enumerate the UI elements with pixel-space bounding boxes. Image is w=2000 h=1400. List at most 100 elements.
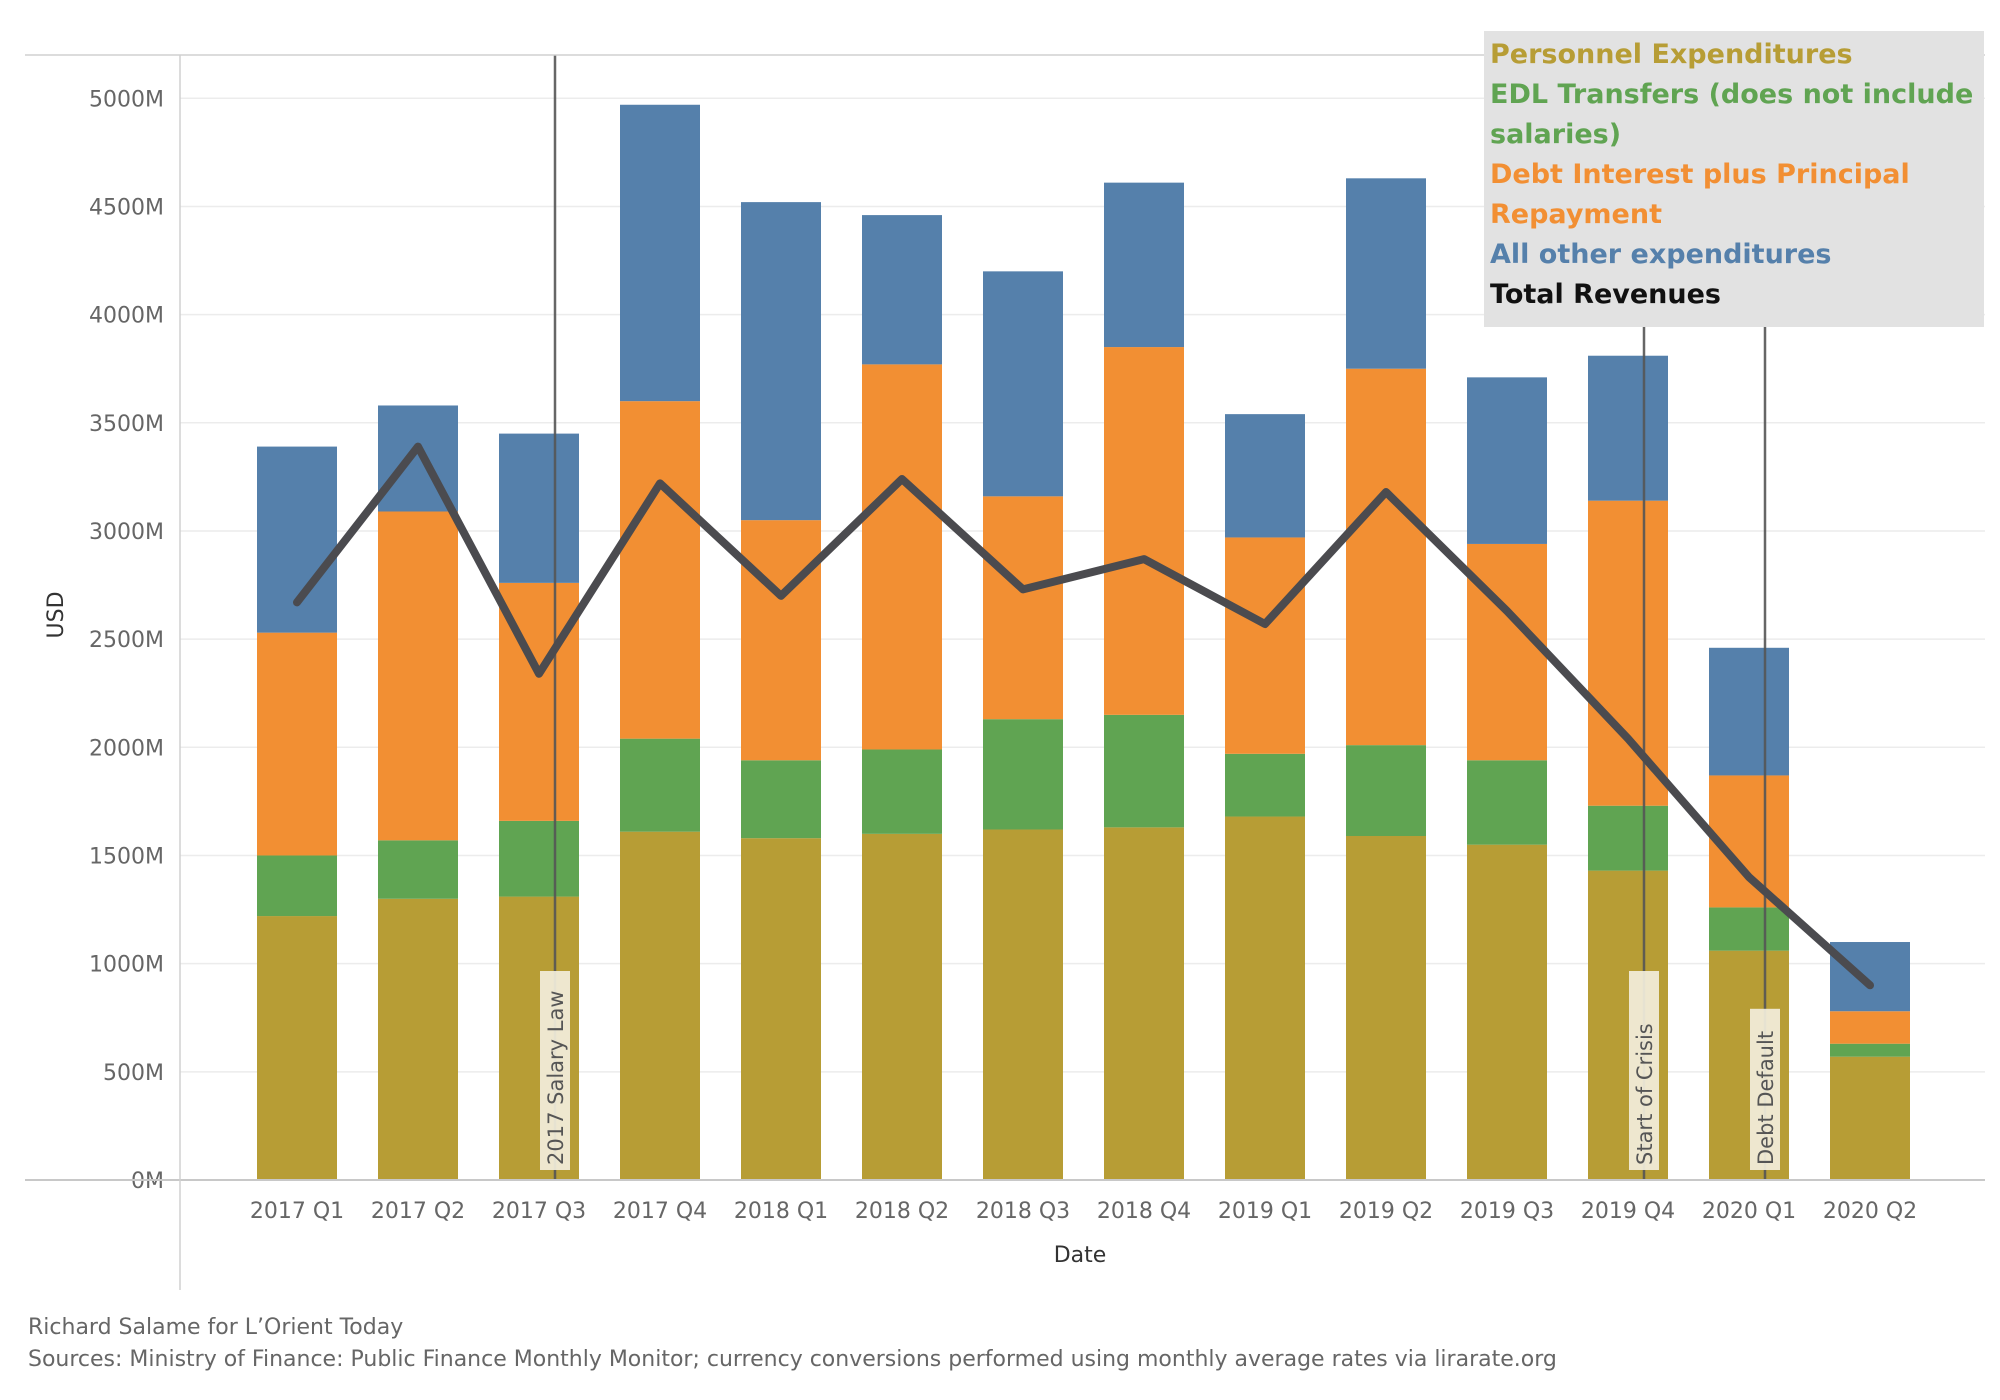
annotation-label-bg	[540, 971, 570, 1170]
bar-segment-2	[983, 719, 1063, 830]
bar-segment-4	[1709, 647, 1789, 776]
x-tick-label: 2018 Q1	[734, 1199, 828, 1224]
revenue-point	[659, 482, 661, 485]
bar-segment-4	[1830, 942, 1910, 1012]
x-tick-label: 2018 Q2	[855, 1199, 949, 1224]
total-revenues-line	[293, 442, 1874, 990]
revenue-point	[1143, 558, 1145, 561]
x-tick-label: 2018 Q3	[976, 1199, 1070, 1224]
annotation-label: Debt Default	[1754, 1031, 1778, 1165]
bar-segment-1	[620, 831, 700, 1180]
bars	[257, 104, 1910, 1180]
revenue-point	[780, 594, 782, 597]
bar-segment-4	[499, 433, 579, 583]
bar-segment-3	[1467, 543, 1547, 761]
x-tick-label: 2017 Q2	[371, 1199, 465, 1224]
bar-segment-3	[983, 496, 1063, 720]
bar-segment-4	[620, 104, 700, 402]
bar-segment-1	[1346, 836, 1426, 1180]
y-tick-label: 3500M	[89, 412, 164, 437]
revenue-point	[1385, 491, 1387, 494]
y-tick-label: 1500M	[89, 844, 164, 869]
bar-segment-1	[1104, 827, 1184, 1180]
revenue-point	[296, 601, 298, 604]
bar-segment-3	[1588, 500, 1668, 806]
x-axis-title: Date	[1054, 1243, 1107, 1268]
bar-segment-4	[741, 202, 821, 521]
legend: Personnel Expenditures EDL Transfers (doe…	[1484, 31, 1984, 327]
x-tick-label: 2017 Q1	[250, 1199, 344, 1224]
bar-segment-2	[1467, 760, 1547, 845]
legend-item: Total Revenues	[1490, 279, 1722, 310]
bar-segment-2	[499, 820, 579, 897]
legend-item: Debt Interest plus Principal Repayment	[1490, 159, 1910, 230]
bar-segment-4	[1588, 355, 1668, 501]
bar-segment-4	[1104, 182, 1184, 348]
legend-item: Personnel Expenditures	[1490, 39, 1853, 70]
sources-text: Sources: Ministry of Finance: Public Fin…	[28, 1347, 1557, 1372]
bar-segment-1	[1225, 816, 1305, 1180]
legend-item: EDL Transfers (does not include salaries…	[1490, 79, 1974, 150]
revenue-point	[1022, 588, 1024, 591]
revenue-point	[1869, 984, 1871, 987]
bar-segment-1	[862, 833, 942, 1180]
bar-segment-1	[983, 829, 1063, 1180]
y-axis-title: USD	[44, 591, 69, 638]
x-tick-label: 2020 Q1	[1702, 1199, 1796, 1224]
bar-segment-2	[1588, 805, 1668, 871]
bar-segment-3	[257, 632, 337, 856]
annotation-label-bg	[1629, 971, 1659, 1170]
bar-segment-2	[1830, 1043, 1910, 1057]
bar-segment-2	[741, 760, 821, 839]
x-tick-label: 2017 Q4	[613, 1199, 707, 1224]
footer: Richard Salame for L’Orient Today Source…	[28, 1312, 1557, 1376]
revenue-point	[1506, 610, 1508, 613]
bar-segment-3	[862, 364, 942, 750]
x-tick-label: 2020 Q2	[1823, 1199, 1917, 1224]
bar-segment-4	[1467, 377, 1547, 544]
revenue-point	[1748, 876, 1750, 879]
bar-segment-2	[257, 855, 337, 917]
y-tick-label: 500M	[103, 1061, 164, 1086]
bar-segment-3	[1225, 537, 1305, 754]
revenue-point	[1627, 737, 1629, 740]
bar-segment-1	[741, 838, 821, 1180]
bar-segment-3	[1104, 347, 1184, 715]
y-tick-label: 2500M	[89, 628, 164, 653]
bar-segment-2	[620, 738, 700, 832]
bar-segment-4	[1346, 178, 1426, 369]
credit-text: Richard Salame for L’Orient Today	[28, 1315, 404, 1340]
bar-segment-3	[378, 511, 458, 841]
bar-segment-3	[1346, 368, 1426, 746]
y-tick-label: 3000M	[89, 520, 164, 545]
bar-segment-4	[862, 215, 942, 365]
y-tick-label: 4000M	[89, 304, 164, 329]
bar-segment-2	[862, 749, 942, 834]
annotation-label: 2017 Salary Law	[544, 990, 568, 1165]
revenue-line-layer	[293, 442, 1874, 990]
bar-segment-1	[378, 898, 458, 1180]
bar-segment-3	[620, 401, 700, 739]
bar-segment-1	[1830, 1056, 1910, 1180]
bar-segment-3	[741, 520, 821, 761]
revenue-point	[538, 672, 540, 675]
y-tick-label: 4500M	[89, 195, 164, 220]
bar-segment-1	[257, 916, 337, 1180]
y-tick-label: 2000M	[89, 736, 164, 761]
x-tick-label: 2019 Q1	[1218, 1199, 1312, 1224]
y-tick-label: 0M	[131, 1169, 164, 1194]
bar-segment-2	[1346, 745, 1426, 837]
bar-segment-4	[1225, 414, 1305, 538]
x-tick-label: 2019 Q4	[1581, 1199, 1675, 1224]
bar-segment-3	[1830, 1011, 1910, 1044]
x-tick-label: 2018 Q4	[1097, 1199, 1191, 1224]
revenue-point	[417, 445, 419, 448]
x-tick-label: 2017 Q3	[492, 1199, 586, 1224]
y-tick-label: 5000M	[89, 87, 164, 112]
bar-segment-2	[1104, 714, 1184, 828]
legend-item: All other expenditures	[1490, 239, 1832, 270]
annotation-label: Start of Crisis	[1633, 1023, 1657, 1165]
bar-segment-2	[378, 840, 458, 899]
bar-segment-4	[983, 271, 1063, 497]
